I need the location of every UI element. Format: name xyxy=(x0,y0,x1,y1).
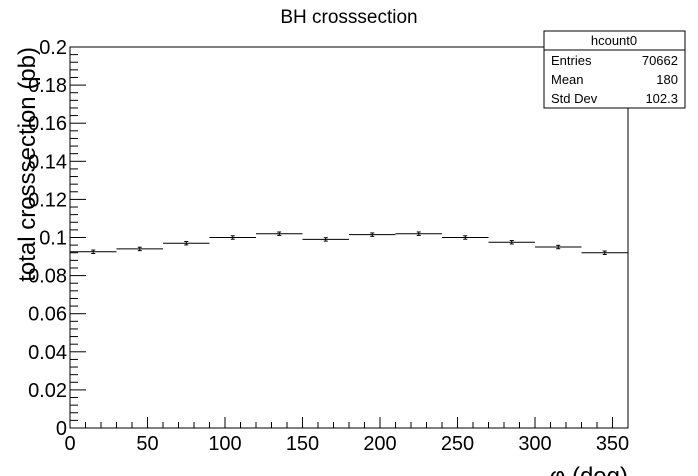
x-axis: 0 50 100 150 200 250 300 350 xyxy=(64,417,629,455)
stats-box-frame xyxy=(543,30,686,109)
y-tick-label: 0.2 xyxy=(39,37,67,59)
y-tick-label: 0.14 xyxy=(28,151,67,173)
x-tick-label: 250 xyxy=(441,433,474,455)
y-tick-label: 0.02 xyxy=(28,380,67,402)
chart-title: BH crosssection xyxy=(280,7,417,28)
histogram-bins xyxy=(70,231,628,255)
y-tick-label: 0.08 xyxy=(28,266,67,288)
x-tick-label: 0 xyxy=(64,433,75,455)
y-tick-label: 0.12 xyxy=(28,189,67,211)
x-axis-label: φ (deg) xyxy=(550,463,628,476)
y-tick-label: 0.16 xyxy=(28,113,67,135)
x-tick-label: 150 xyxy=(286,433,319,455)
stats-stddev-label: Std Dev xyxy=(551,91,598,106)
y-tick-label: 0 xyxy=(56,418,67,440)
y-axis: 0 0.02 0.04 0.06 0.08 0.1 0.12 0.14 0.16 0.18 0.2 xyxy=(28,37,86,440)
stats-stddev-value: 102.3 xyxy=(645,91,678,106)
y-tick-label: 0.06 xyxy=(28,304,67,326)
x-tick-label: 50 xyxy=(136,433,158,455)
x-tick-label: 350 xyxy=(596,433,629,455)
y-tick-label: 0.18 xyxy=(28,75,67,97)
stats-box-name: hcount0 xyxy=(591,33,637,48)
x-tick-label: 100 xyxy=(208,433,241,455)
stats-mean-value: 180 xyxy=(656,72,678,87)
y-tick-label: 0.1 xyxy=(39,228,67,250)
stats-entries-label: Entries xyxy=(551,53,592,68)
x-tick-label: 300 xyxy=(518,433,551,455)
y-tick-label: 0.04 xyxy=(28,342,67,364)
x-tick-label: 200 xyxy=(363,433,396,455)
stats-entries-value: 70662 xyxy=(642,53,678,68)
y-axis-label: total crosssection (pb) xyxy=(14,47,41,282)
stats-mean-label: Mean xyxy=(551,72,584,87)
stats-box: hcount0 Entries 70662 Mean 180 Std Dev 1… xyxy=(543,30,686,109)
